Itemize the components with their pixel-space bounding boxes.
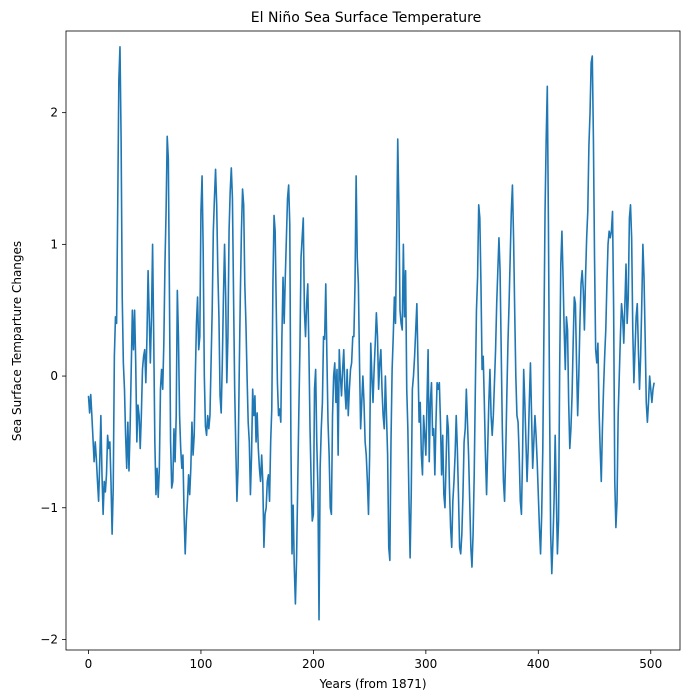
- x-axis-label: Years (from 1871): [318, 677, 426, 691]
- y-tick-label: 1: [50, 237, 58, 251]
- chart-title: El Niño Sea Surface Temperature: [251, 10, 481, 26]
- x-axis: 0 100 200 300 400 500: [85, 650, 662, 671]
- y-tick-label: −1: [40, 501, 58, 515]
- y-axis-label: Sea Surface Temparture Changes: [10, 241, 24, 441]
- x-tick-label: 300: [414, 657, 437, 671]
- x-tick-label: 500: [639, 657, 662, 671]
- x-tick-label: 100: [189, 657, 212, 671]
- plot-area-frame: [65, 30, 681, 651]
- x-tick-label: 0: [85, 657, 93, 671]
- y-tick-label: −2: [40, 632, 58, 646]
- x-tick-label: 200: [302, 657, 325, 671]
- y-tick-label: 0: [50, 369, 58, 383]
- y-axis: −2 −1 0 1 2: [40, 106, 66, 646]
- series-line-sea-surface-temperature: [87, 46, 655, 621]
- x-tick-label: 400: [527, 657, 550, 671]
- y-tick-label: 2: [50, 106, 58, 120]
